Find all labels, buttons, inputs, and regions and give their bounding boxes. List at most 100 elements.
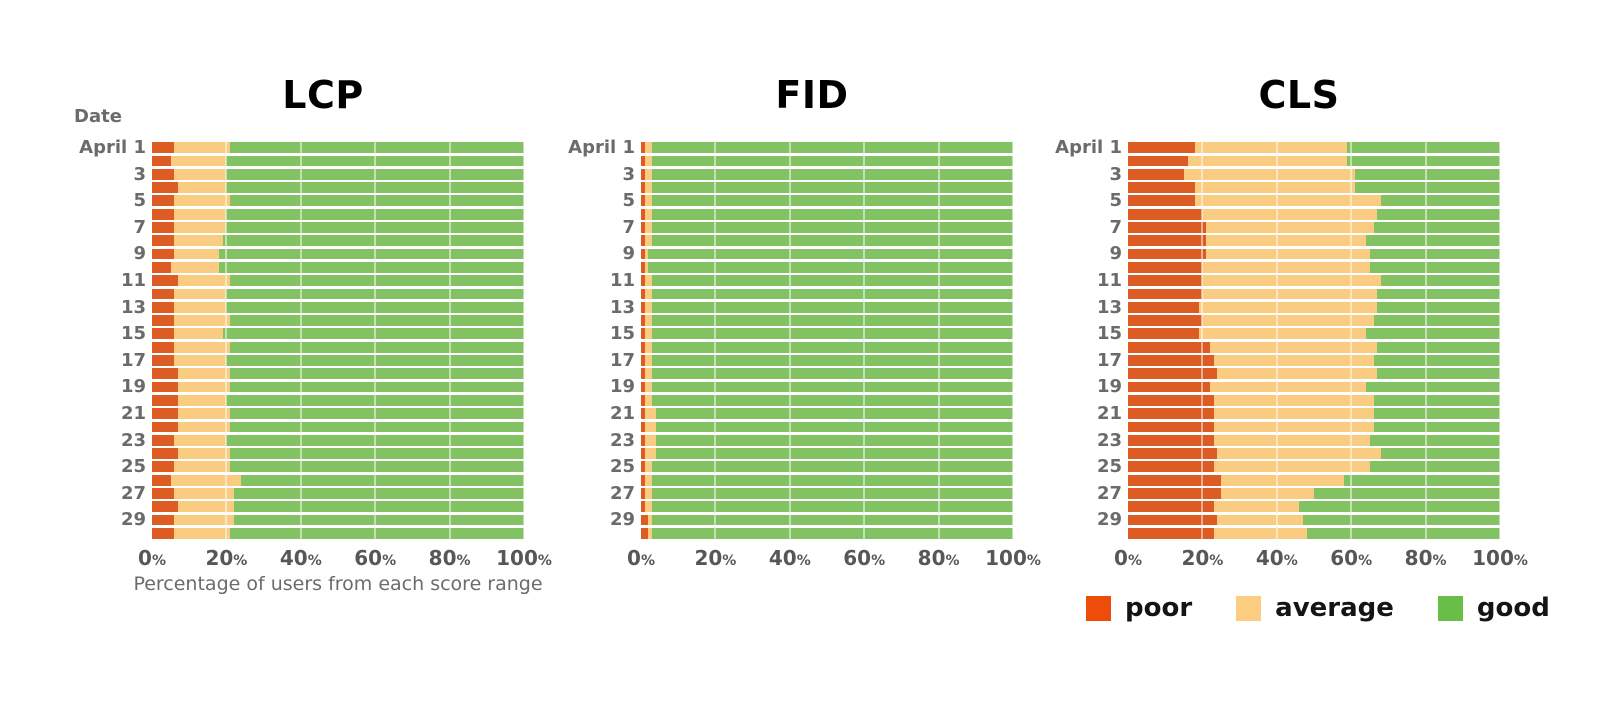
bar-segment-average (1209, 381, 1367, 393)
chart-title-cls: CLS (1258, 73, 1340, 117)
bar-segment-average (178, 448, 231, 459)
bar-row (152, 527, 524, 540)
bar-segment-average (1213, 501, 1300, 513)
bar-row (641, 367, 1013, 380)
bar-segment-poor (152, 142, 175, 154)
bar-segment-poor (152, 261, 171, 273)
y-axis-label: 15 (609, 323, 635, 345)
x-axis-tick-label: 20% (205, 546, 248, 570)
y-axis-label: 3 (1109, 163, 1122, 185)
bar-segment-poor (1128, 434, 1214, 446)
bar-segment-good (230, 275, 524, 287)
gridline-overlay (225, 141, 228, 540)
bar-segment-average (644, 208, 653, 220)
bar-segment-average (1202, 208, 1378, 220)
y-axis-label: 23 (1096, 429, 1122, 451)
bar-segment-poor (1128, 341, 1210, 353)
bar-row (641, 208, 1013, 221)
bar-segment-average (174, 355, 227, 366)
bar-segment-good (652, 328, 1013, 340)
y-axis-label: 21 (120, 403, 146, 424)
bar-segment-average (1198, 328, 1367, 340)
bar-segment-average (174, 301, 227, 313)
stacked-bar (641, 275, 1013, 287)
bar-row (152, 234, 524, 247)
bar-segment-poor (1128, 355, 1214, 366)
chart-title-lcp: LCP (282, 73, 364, 117)
gridline-overlay (1012, 141, 1014, 540)
bar-segment-good (1366, 235, 1500, 247)
y-axis-label: 13 (1096, 296, 1122, 318)
bar-segment-poor (641, 368, 645, 380)
bar-segment-average (644, 195, 653, 207)
bar-row (152, 420, 524, 433)
bar-segment-poor (641, 315, 645, 326)
y-axis-label: 19 (120, 376, 146, 398)
bar-segment-good (655, 421, 1013, 433)
stacked-bar (1128, 155, 1500, 167)
bar-segment-average (644, 261, 649, 273)
stacked-bar (152, 527, 524, 539)
bar-segment-average (644, 328, 653, 340)
bar-segment-average (644, 235, 653, 247)
stacked-bar (641, 328, 1013, 340)
bar-row (641, 487, 1013, 500)
stacked-bar (1128, 301, 1500, 313)
bar-segment-good (1380, 195, 1500, 207)
stacked-bar (152, 328, 524, 340)
bar-segment-good (1347, 142, 1500, 154)
bar-segment-poor (152, 434, 175, 446)
stacked-bar (1128, 341, 1500, 353)
bar-segment-poor (641, 448, 645, 459)
stacked-bar (1128, 448, 1500, 459)
bar-row (641, 447, 1013, 460)
y-axis-label: 15 (120, 323, 146, 345)
stacked-bar (641, 527, 1013, 539)
y-axis-label: 17 (609, 349, 635, 371)
bar-segment-average (174, 142, 231, 154)
bar-row (152, 487, 524, 500)
bar-segment-average (644, 222, 653, 233)
stacked-bar (641, 195, 1013, 207)
bar-row (152, 447, 524, 460)
bar-segment-poor (152, 488, 175, 499)
stacked-bar (152, 168, 524, 180)
bar-segment-poor (641, 381, 645, 393)
bar-row (641, 194, 1013, 207)
bar-segment-poor (152, 421, 179, 433)
stacked-bar (1128, 168, 1500, 180)
bar-segment-average (1217, 448, 1381, 459)
bar-row (1128, 354, 1500, 367)
bar-segment-good (652, 461, 1013, 473)
bar-segment-poor (1128, 394, 1214, 406)
bar-segment-good (652, 301, 1013, 313)
y-axis-label: 25 (120, 456, 146, 478)
y-axis-label: April 1 (79, 137, 146, 158)
bar-segment-average (170, 155, 227, 167)
bar-segment-average (644, 182, 653, 193)
bar-row (1128, 420, 1500, 433)
bar-segment-good (652, 394, 1013, 406)
plot-area-cls (1128, 141, 1501, 540)
stacked-bar (152, 315, 524, 326)
stacked-bar (1128, 421, 1500, 433)
stacked-bar (1128, 182, 1500, 193)
bar-row (641, 221, 1013, 234)
legend-item-good: good (1437, 595, 1550, 621)
stacked-bar (1128, 434, 1500, 446)
bar-row (1128, 247, 1500, 260)
bar-segment-average (644, 474, 653, 486)
stacked-bar (152, 488, 524, 499)
bar-row (1128, 380, 1500, 393)
bar-row (641, 341, 1013, 354)
bar-row (1128, 500, 1500, 513)
stacked-bar (641, 288, 1013, 300)
gridline-overlay (1201, 141, 1204, 540)
stacked-bar (641, 222, 1013, 233)
gridline-overlay (714, 141, 717, 540)
stacked-bar (1128, 394, 1500, 406)
bar-segment-average (174, 488, 234, 499)
stacked-bar (641, 501, 1013, 513)
stacked-bar (1128, 461, 1500, 473)
bar-row (152, 141, 524, 154)
